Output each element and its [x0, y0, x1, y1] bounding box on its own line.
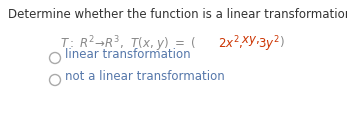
- Text: $\mathrm{3}\mathit{y}^2$: $\mathrm{3}\mathit{y}^2$: [258, 34, 279, 53]
- Text: $\mathrm{2}\mathit{x}^2\mathrm{,}\ $: $\mathrm{2}\mathit{x}^2\mathrm{,}\ $: [218, 34, 243, 51]
- Text: $\mathit{x}\mathit{y}\mathrm{,}\ $: $\mathit{x}\mathit{y}\mathrm{,}\ $: [241, 34, 260, 48]
- Text: $\mathit{T}\mathrm{:}\ R^2 \!\rightarrow\! R^3\mathrm{,}\ \ \mathit{T}\mathrm{(}: $\mathit{T}\mathrm{:}\ R^2 \!\rightarrow…: [60, 34, 196, 53]
- Text: $\mathrm{)}$: $\mathrm{)}$: [279, 34, 285, 49]
- Text: linear transformation: linear transformation: [66, 48, 191, 61]
- Text: not a linear transformation: not a linear transformation: [66, 70, 225, 83]
- Text: Determine whether the function is a linear transformation.: Determine whether the function is a line…: [8, 8, 347, 21]
